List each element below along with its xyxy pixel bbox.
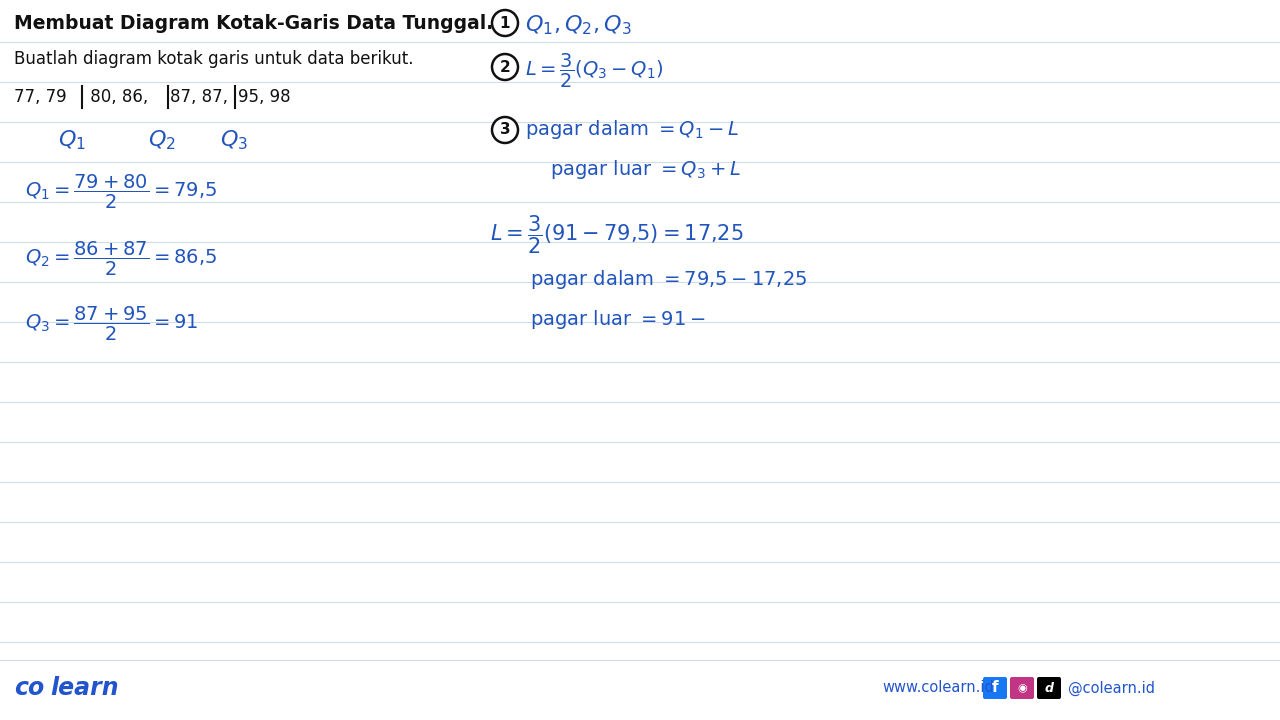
Text: pagar dalam $= Q_1-L$: pagar dalam $= Q_1-L$ [525, 118, 739, 141]
Text: 77, 79: 77, 79 [14, 88, 67, 106]
Text: $Q_1, Q_2, Q_3$: $Q_1, Q_2, Q_3$ [525, 13, 632, 37]
Text: 87, 87,: 87, 87, [170, 88, 228, 106]
Text: pagar luar $= 91-$: pagar luar $= 91-$ [530, 308, 705, 331]
Text: $L = \dfrac{3}{2}(91 - 79{,}5) = 17{,}25$: $L = \dfrac{3}{2}(91 - 79{,}5) = 17{,}25… [490, 213, 744, 256]
FancyBboxPatch shape [1037, 677, 1061, 699]
Text: d: d [1044, 682, 1053, 695]
Text: 2: 2 [499, 60, 511, 74]
FancyBboxPatch shape [1010, 677, 1034, 699]
Text: learn: learn [50, 676, 119, 700]
Circle shape [492, 117, 518, 143]
Text: 1: 1 [499, 16, 511, 30]
FancyBboxPatch shape [983, 677, 1007, 699]
Text: $Q_1$: $Q_1$ [58, 128, 86, 152]
Text: ◉: ◉ [1018, 683, 1027, 693]
Text: Membuat Diagram Kotak-Garis Data Tunggal.: Membuat Diagram Kotak-Garis Data Tunggal… [14, 14, 493, 33]
Text: $Q_2 = \dfrac{86+87}{2} = 86{,}5$: $Q_2 = \dfrac{86+87}{2} = 86{,}5$ [26, 240, 218, 278]
Text: $Q_3 = \dfrac{87+95}{2} = 91$: $Q_3 = \dfrac{87+95}{2} = 91$ [26, 305, 198, 343]
Text: 80, 86,: 80, 86, [84, 88, 148, 106]
Text: pagar luar $= Q_3+L$: pagar luar $= Q_3+L$ [550, 158, 741, 181]
Text: Buatlah diagram kotak garis untuk data berikut.: Buatlah diagram kotak garis untuk data b… [14, 50, 413, 68]
Text: pagar dalam $= 79{,}5-17{,}25$: pagar dalam $= 79{,}5-17{,}25$ [530, 268, 808, 291]
Text: @colearn.id: @colearn.id [1068, 680, 1155, 696]
Text: $L = \dfrac{3}{2}(Q_3-Q_1)$: $L = \dfrac{3}{2}(Q_3-Q_1)$ [525, 52, 663, 90]
Text: www.colearn.id: www.colearn.id [882, 680, 993, 696]
Text: 95, 98: 95, 98 [238, 88, 291, 106]
Text: 3: 3 [499, 122, 511, 138]
Text: $Q_3$: $Q_3$ [220, 128, 248, 152]
Text: $Q_1 = \dfrac{79+80}{2} = 79{,}5$: $Q_1 = \dfrac{79+80}{2} = 79{,}5$ [26, 173, 218, 211]
Text: $Q_2$: $Q_2$ [148, 128, 175, 152]
Circle shape [492, 10, 518, 36]
Text: f: f [992, 680, 998, 696]
Circle shape [492, 54, 518, 80]
Text: co: co [14, 676, 45, 700]
